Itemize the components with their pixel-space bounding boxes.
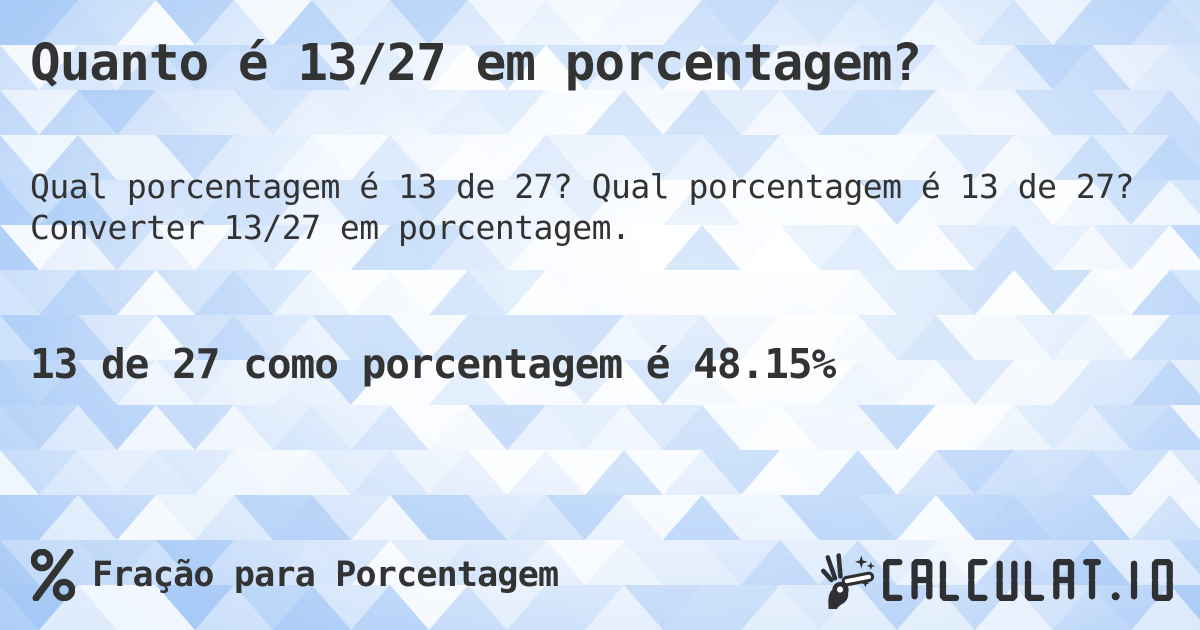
category-footer: Fração para Porcentagem — [31, 548, 559, 602]
sparkle-stars — [854, 555, 875, 588]
description-text: Qual porcentagem é 13 de 27? Qual porcen… — [30, 167, 1134, 247]
category-label: Fração para Porcentagem — [92, 555, 559, 595]
page-title: Quanto é 13/27 em porcentagem? — [30, 34, 922, 93]
calculatio-wordmark — [883, 559, 1173, 601]
answer-text: 13 de 27 como porcentagem é 48.15% — [30, 340, 836, 388]
magic-wand-hand-icon — [820, 553, 875, 609]
percent-icon — [31, 549, 75, 601]
calculatio-logo — [815, 551, 1174, 609]
